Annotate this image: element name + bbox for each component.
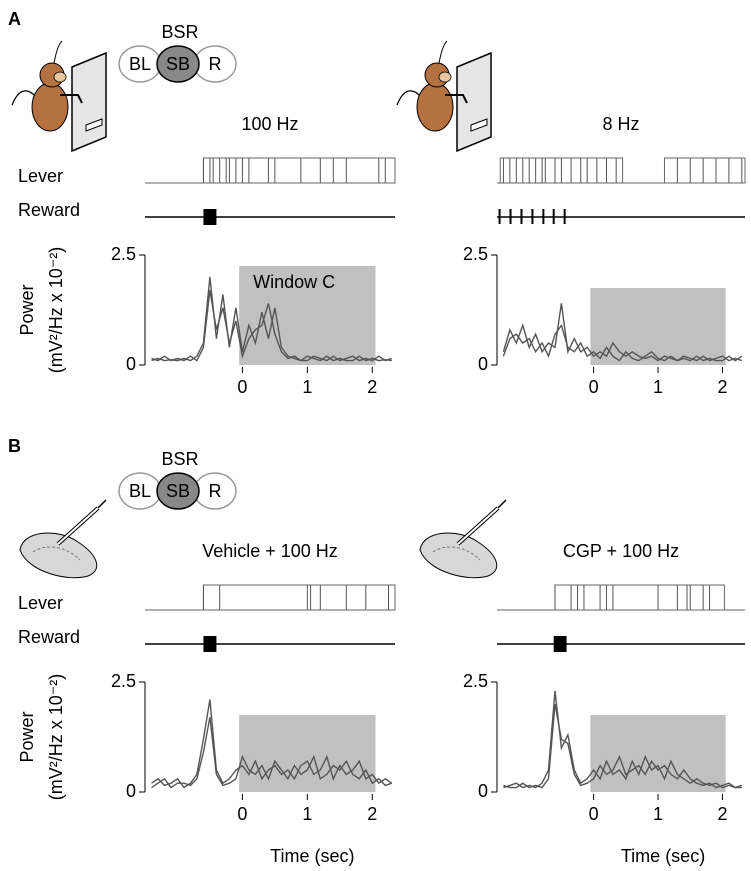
y-tick-label: 0: [126, 354, 136, 374]
schedule-label: SB: [166, 481, 190, 501]
x-axis-label: Time (sec): [270, 846, 354, 866]
schedule-label: BL: [129, 481, 151, 501]
schedule-label: SB: [166, 54, 190, 74]
x-tick-label: 0: [237, 804, 247, 824]
chart-title: 100 Hz: [241, 114, 298, 134]
y-tick-label: 2.5: [111, 671, 136, 691]
y-axis-label: (mV²/Hz x 10⁻²): [46, 247, 66, 374]
schedule-node: [156, 45, 200, 83]
power-trace: [502, 303, 743, 362]
hippocampus-illustration: [419, 499, 507, 579]
x-tick-label: 2: [717, 377, 727, 397]
row-label: Lever: [18, 593, 63, 613]
power-trace: [503, 703, 742, 789]
lever-up: [554, 584, 725, 611]
lever-up: [202, 157, 396, 184]
power-trace: [151, 276, 392, 362]
row-label: Reward: [18, 627, 80, 647]
y-tick-label: 2.5: [463, 671, 488, 691]
bsr-label: BSR: [161, 449, 198, 469]
y-axis-label: (mV²/Hz x 10⁻²): [46, 674, 66, 801]
reward-box: [203, 209, 217, 225]
x-tick-label: 1: [302, 377, 312, 397]
monkey-illustration: [11, 40, 107, 153]
power-trace: [151, 717, 393, 789]
analysis-window: [239, 715, 376, 792]
chart-title: Vehicle + 100 Hz: [202, 541, 338, 561]
x-axis-label: Time (sec): [621, 846, 705, 866]
panel-label: B: [8, 436, 21, 456]
y-axis-label: Power: [17, 711, 37, 762]
y-tick-label: 0: [478, 781, 488, 801]
schedule-label: R: [209, 481, 222, 501]
y-tick-label: 0: [126, 781, 136, 801]
y-tick-label: 2.5: [111, 244, 136, 264]
power-trace: [502, 323, 743, 362]
x-tick-label: 1: [302, 804, 312, 824]
x-tick-label: 2: [367, 804, 377, 824]
panel-label: A: [8, 9, 21, 29]
x-tick-label: 1: [653, 377, 663, 397]
analysis-window: [590, 715, 726, 792]
window-label: Window C: [253, 272, 335, 292]
analysis-window: [590, 288, 726, 365]
x-tick-label: 2: [717, 804, 727, 824]
power-trace: [151, 290, 393, 362]
x-tick-label: 0: [237, 377, 247, 397]
row-label: Reward: [18, 200, 80, 220]
reward-box: [203, 636, 217, 652]
power-trace: [503, 690, 743, 789]
x-tick-label: 0: [589, 377, 599, 397]
chart-title: 8 Hz: [602, 114, 639, 134]
bsr-label: BSR: [161, 22, 198, 42]
y-tick-label: 2.5: [463, 244, 488, 264]
monkey-illustration: [396, 40, 492, 153]
schedule-node: [156, 472, 200, 510]
lever-up: [663, 157, 746, 184]
x-tick-label: 1: [653, 804, 663, 824]
y-axis-label: Power: [17, 284, 37, 335]
row-label: Lever: [18, 166, 63, 186]
hippocampus-illustration: [19, 499, 107, 579]
schedule-label: R: [209, 54, 222, 74]
y-tick-label: 0: [478, 354, 488, 374]
x-tick-label: 0: [589, 804, 599, 824]
x-tick-label: 2: [367, 377, 377, 397]
schedule-label: BL: [129, 54, 151, 74]
chart-title: CGP + 100 Hz: [563, 541, 679, 561]
reward-box: [553, 636, 567, 652]
